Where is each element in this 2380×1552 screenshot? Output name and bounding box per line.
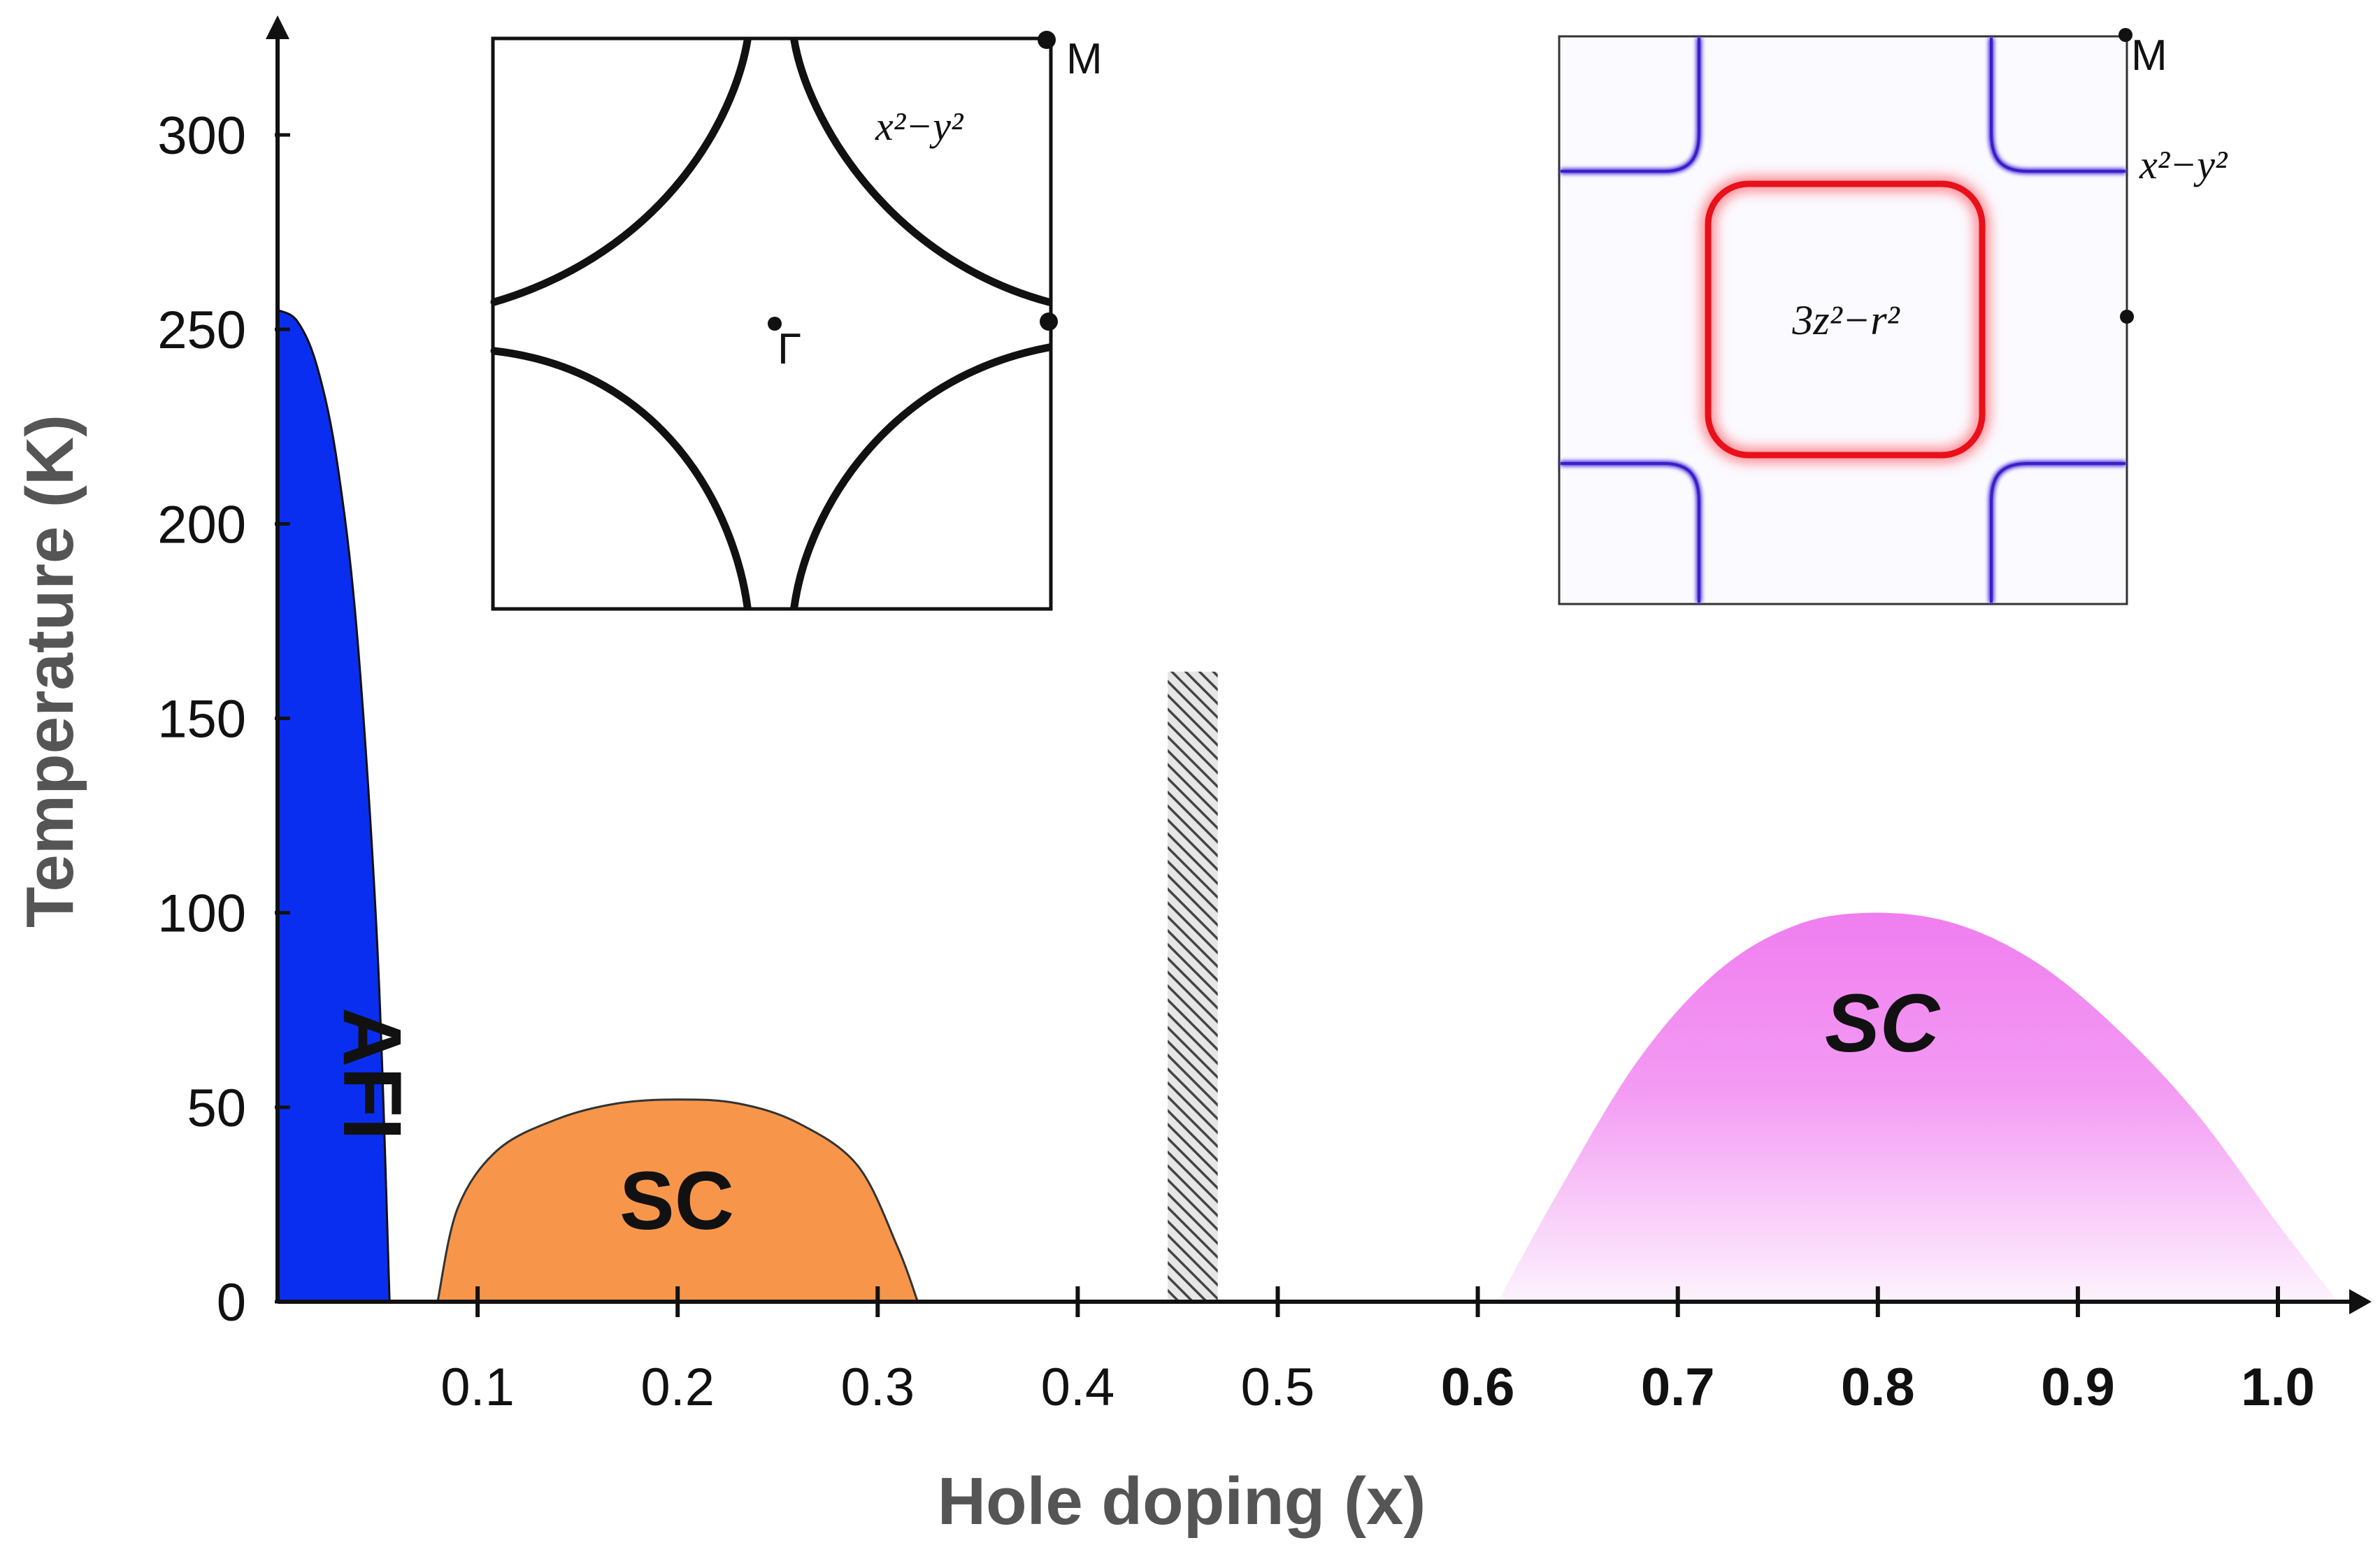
right-inset-m-label: M bbox=[2131, 31, 2167, 80]
sc-high-doping-dome bbox=[1498, 912, 2338, 1302]
right-inset-outer-band-core bbox=[1990, 462, 2125, 603]
y-tick-label: 150 bbox=[157, 690, 246, 749]
hatched-band bbox=[1168, 671, 1218, 1302]
x-axis-title: Hole doping (x) bbox=[938, 1464, 1426, 1539]
x-tick-label: 1.0 bbox=[2241, 1358, 2315, 1417]
x-tick-label: 0.1 bbox=[440, 1358, 515, 1417]
x-tick-label: 0.8 bbox=[1841, 1358, 1915, 1417]
afi-region bbox=[276, 308, 391, 1303]
x-tick-label: 0.9 bbox=[2041, 1358, 2115, 1417]
afi-label: AFI bbox=[326, 1007, 418, 1140]
right-inset-outer-band-core bbox=[1561, 38, 1700, 173]
y-tick-label: 250 bbox=[157, 301, 246, 360]
right-inset: M x²−y² 3z²−r² bbox=[1558, 28, 2228, 605]
left-inset-fermi-arc bbox=[490, 347, 752, 611]
sc-low-label: SC bbox=[619, 1155, 734, 1247]
y-tick-label: 200 bbox=[157, 495, 246, 554]
x-tick-label: 0.2 bbox=[640, 1358, 715, 1417]
x-tick-label: 0.3 bbox=[840, 1358, 915, 1417]
left-inset-corner-point bbox=[1038, 31, 1056, 49]
right-inset-inner-band bbox=[1705, 180, 1986, 459]
left-inset-fermi-arc bbox=[790, 36, 1053, 306]
left-inset-orbital-label: x²−y² bbox=[875, 103, 964, 149]
left-inset-gamma-label: Γ bbox=[777, 325, 801, 373]
x-axis-arrow bbox=[2349, 1289, 2372, 1314]
y-tick-label: 100 bbox=[157, 884, 246, 944]
right-inset-frame bbox=[1558, 35, 2128, 605]
right-inset-edge-point bbox=[2120, 310, 2134, 324]
x-tick-label: 0.7 bbox=[1641, 1358, 1715, 1417]
right-inset-outer-band-core bbox=[1561, 462, 1700, 603]
x-tick-label: 0.6 bbox=[1441, 1358, 1515, 1417]
left-inset-gamma-point bbox=[768, 317, 782, 331]
x-tick-label: 0.5 bbox=[1241, 1358, 1315, 1417]
right-inset-center-orbital-label: 3z²−r² bbox=[1791, 297, 1900, 343]
left-inset-m-label: M bbox=[1066, 35, 1103, 83]
y-axis-title: Temperature (K) bbox=[13, 415, 87, 928]
y-tick-label: 0 bbox=[217, 1273, 246, 1332]
y-axis-arrow bbox=[266, 15, 289, 39]
left-inset-edge-point bbox=[1040, 312, 1058, 331]
x-tick-group: 0.1 0.2 0.3 0.4 0.5 0.6 0.7 0.8 0.9 1.0 bbox=[440, 1286, 2315, 1417]
right-inset-outer-band-core bbox=[1990, 38, 2125, 173]
left-inset-fermi-arc bbox=[490, 36, 752, 306]
y-tick-group: 0 50 100 150 200 250 300 bbox=[157, 106, 290, 1332]
sc-high-label: SC bbox=[1825, 977, 1941, 1070]
right-inset-corner-point bbox=[2119, 28, 2132, 42]
y-tick-label: 300 bbox=[157, 106, 246, 166]
right-inset-orbital-label: x²−y² bbox=[2139, 142, 2228, 187]
left-inset-fermi-arc bbox=[790, 343, 1053, 611]
y-tick-label: 50 bbox=[187, 1079, 246, 1138]
left-inset: Γ M x²−y² bbox=[490, 31, 1103, 611]
x-tick-label: 0.4 bbox=[1041, 1358, 1115, 1417]
sc-low-doping-dome bbox=[436, 1098, 919, 1303]
